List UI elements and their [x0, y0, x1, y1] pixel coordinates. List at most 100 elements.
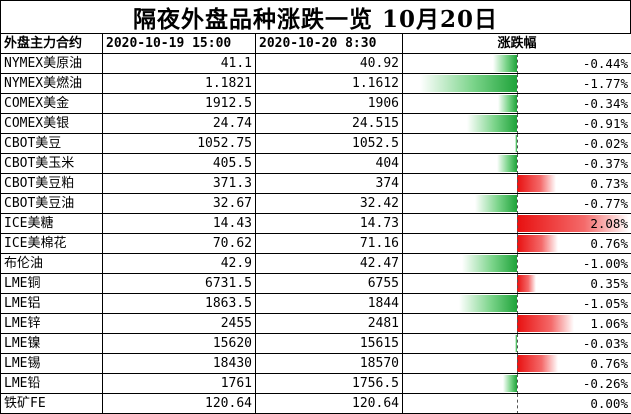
prev-price-cell[interactable]: 14.43	[103, 214, 256, 234]
zero-axis-line	[517, 354, 518, 374]
contract-name-cell[interactable]: ICE美棉花	[1, 234, 103, 254]
contract-name-cell[interactable]: NYMEX美原油	[1, 54, 103, 74]
change-value: -1.77%	[583, 74, 628, 93]
prev-price-cell[interactable]: 1912.5	[103, 94, 256, 114]
header-contract[interactable]: 外盘主力合约	[1, 34, 103, 54]
zero-axis-line	[517, 94, 518, 114]
prev-price-cell[interactable]: 18430	[103, 354, 256, 374]
prev-price-cell[interactable]: 1.1821	[103, 74, 256, 94]
contract-name-cell[interactable]: LME铝	[1, 294, 103, 314]
zero-axis-line	[517, 214, 518, 234]
zero-axis-line	[517, 54, 518, 74]
prev-price-cell[interactable]: 41.1	[103, 54, 256, 74]
change-cell[interactable]: 0.76%	[403, 234, 631, 254]
curr-price-cell[interactable]: 2481	[256, 314, 403, 334]
change-cell[interactable]: -0.03%	[403, 334, 631, 354]
change-bar-negative	[497, 155, 517, 172]
change-bar-negative	[475, 195, 517, 212]
header-change[interactable]: 涨跌幅	[403, 34, 631, 54]
change-cell[interactable]: 0.73%	[403, 174, 631, 194]
curr-price-cell[interactable]: 1756.5	[256, 374, 403, 394]
change-cell[interactable]: -0.77%	[403, 194, 631, 214]
curr-price-cell[interactable]: 1906	[256, 94, 403, 114]
change-cell[interactable]: -1.05%	[403, 294, 631, 314]
curr-price-cell[interactable]: 40.92	[256, 54, 403, 74]
contract-name-cell[interactable]: CBOT美豆油	[1, 194, 103, 214]
prev-price-cell[interactable]: 405.5	[103, 154, 256, 174]
curr-price-cell[interactable]: 15615	[256, 334, 403, 354]
change-cell[interactable]: 0.76%	[403, 354, 631, 374]
zero-axis-line	[517, 254, 518, 274]
change-cell[interactable]: -0.34%	[403, 94, 631, 114]
contract-name-cell[interactable]: LME铜	[1, 274, 103, 294]
zero-axis-line	[517, 154, 518, 174]
curr-price-cell[interactable]: 1052.5	[256, 134, 403, 154]
prev-price-cell[interactable]: 6731.5	[103, 274, 256, 294]
change-cell[interactable]: -0.26%	[403, 374, 631, 394]
change-value: 1.06%	[590, 314, 628, 333]
change-cell[interactable]: -1.77%	[403, 74, 631, 94]
change-cell[interactable]: 0.35%	[403, 274, 631, 294]
curr-price-cell[interactable]: 6755	[256, 274, 403, 294]
prev-price-cell[interactable]: 371.3	[103, 174, 256, 194]
prev-price-cell[interactable]: 24.74	[103, 114, 256, 134]
contract-name-cell[interactable]: CBOT美豆粕	[1, 174, 103, 194]
curr-price-cell[interactable]: 24.515	[256, 114, 403, 134]
curr-price-cell[interactable]: 1844	[256, 294, 403, 314]
change-bar-negative	[503, 375, 517, 392]
prev-price-cell[interactable]: 1761	[103, 374, 256, 394]
header-prev-time[interactable]: 2020-10-19 15:00	[103, 34, 256, 54]
contract-name-cell[interactable]: LME锡	[1, 354, 103, 374]
zero-axis-line	[517, 274, 518, 294]
contract-name-cell[interactable]: CBOT美玉米	[1, 154, 103, 174]
prev-price-cell[interactable]: 42.9	[103, 254, 256, 274]
contract-name-cell[interactable]: COMEX美金	[1, 94, 103, 114]
prev-price-cell[interactable]: 15620	[103, 334, 256, 354]
curr-price-cell[interactable]: 374	[256, 174, 403, 194]
prev-price-cell[interactable]: 1863.5	[103, 294, 256, 314]
contract-name-cell[interactable]: NYMEX美燃油	[1, 74, 103, 94]
curr-price-cell[interactable]: 404	[256, 154, 403, 174]
curr-price-cell[interactable]: 18570	[256, 354, 403, 374]
change-bar-negative	[498, 95, 517, 112]
change-cell[interactable]: -0.91%	[403, 114, 631, 134]
curr-price-cell[interactable]: 32.42	[256, 194, 403, 214]
change-bar-negative	[467, 115, 517, 132]
prev-price-cell[interactable]: 2455	[103, 314, 256, 334]
change-bar-negative	[459, 295, 517, 312]
contract-name-cell[interactable]: ICE美糖	[1, 214, 103, 234]
curr-price-cell[interactable]: 14.73	[256, 214, 403, 234]
change-cell[interactable]: 2.08%	[403, 214, 631, 234]
prev-price-cell[interactable]: 32.67	[103, 194, 256, 214]
curr-price-cell[interactable]: 42.47	[256, 254, 403, 274]
contract-name-cell[interactable]: LME铅	[1, 374, 103, 394]
prev-price-cell[interactable]: 1052.75	[103, 134, 256, 154]
change-value: -0.77%	[583, 194, 628, 213]
change-cell[interactable]: -0.37%	[403, 154, 631, 174]
zero-axis-line	[517, 294, 518, 314]
curr-price-cell[interactable]: 1.1612	[256, 74, 403, 94]
change-cell[interactable]: -0.02%	[403, 134, 631, 154]
contract-name-cell[interactable]: LME镍	[1, 334, 103, 354]
contract-name-cell[interactable]: COMEX美银	[1, 114, 103, 134]
curr-price-cell[interactable]: 71.16	[256, 234, 403, 254]
change-cell[interactable]: -0.44%	[403, 54, 631, 74]
contract-name-cell[interactable]: 布伦油	[1, 254, 103, 274]
zero-axis-line	[517, 134, 518, 154]
change-cell[interactable]: 1.06%	[403, 314, 631, 334]
prev-price-cell[interactable]: 70.62	[103, 234, 256, 254]
zero-axis-line	[517, 234, 518, 254]
contract-name-cell[interactable]: CBOT美豆	[1, 134, 103, 154]
header-curr-time[interactable]: 2020-10-20 8:30	[256, 34, 403, 54]
change-value: -0.02%	[583, 134, 628, 153]
change-cell[interactable]: -1.00%	[403, 254, 631, 274]
contract-name-cell[interactable]: LME锌	[1, 314, 103, 334]
